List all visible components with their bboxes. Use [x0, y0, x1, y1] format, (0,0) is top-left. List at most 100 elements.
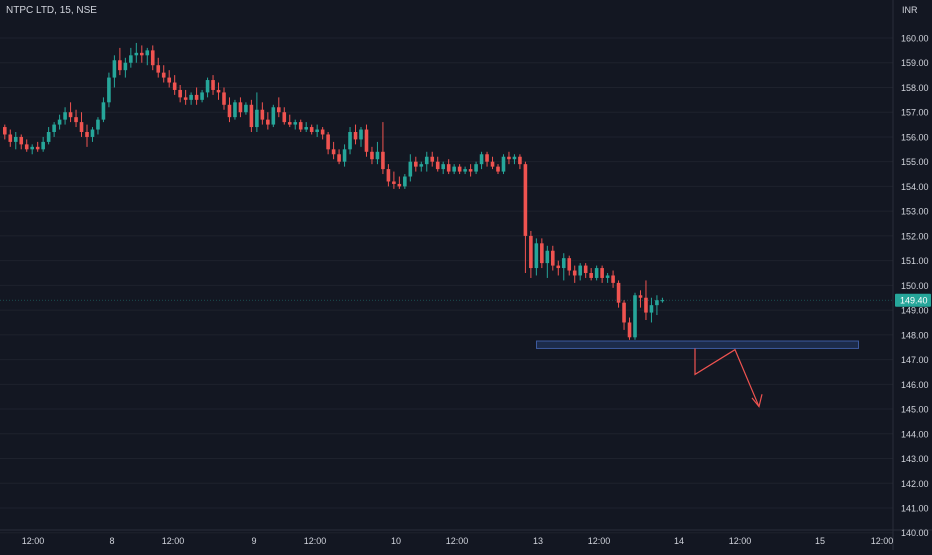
candle-body	[633, 295, 637, 338]
candle-body	[337, 154, 341, 162]
x-tick-label: 15	[815, 536, 825, 546]
candle-body	[375, 151, 380, 160]
candle-body	[178, 89, 182, 98]
candle-body	[118, 60, 122, 71]
y-tick-label: 152.00	[901, 231, 929, 241]
x-tick-label: 12:00	[871, 536, 894, 546]
candle-body	[370, 151, 374, 160]
candle-body	[452, 166, 456, 172]
candle-body	[501, 156, 506, 172]
candle-body	[523, 164, 528, 236]
candle-body	[331, 149, 336, 155]
candle-body	[342, 149, 347, 162]
candle-body	[74, 117, 78, 123]
candle-body	[545, 250, 550, 264]
candle-body	[381, 151, 385, 170]
y-tick-label: 143.00	[901, 454, 929, 464]
x-tick-label: 8	[109, 536, 114, 546]
x-tick-label: 12:00	[22, 536, 45, 546]
candle-body	[605, 275, 610, 278]
candle-body	[441, 164, 445, 170]
x-tick-label: 12:00	[729, 536, 752, 546]
candle-body	[474, 164, 478, 172]
y-tick-label: 160.00	[901, 34, 929, 44]
candle-body	[233, 102, 237, 118]
candle-body	[227, 104, 232, 118]
candle-body	[359, 129, 363, 140]
candle-body	[90, 129, 95, 137]
candle-body	[627, 322, 632, 338]
candle-body	[424, 156, 429, 165]
candle-body	[222, 92, 226, 105]
candle-body	[57, 119, 62, 125]
y-tick-label: 141.00	[901, 504, 929, 514]
candle-body	[140, 52, 144, 56]
y-tick-label: 159.00	[901, 58, 929, 68]
candle-body	[85, 132, 89, 137]
candle-body	[611, 275, 615, 283]
x-tick-label: 12:00	[446, 536, 469, 546]
candle-body	[3, 127, 7, 135]
candle-body	[298, 122, 303, 130]
y-tick-label: 156.00	[901, 132, 929, 142]
y-tick-label: 147.00	[901, 355, 929, 365]
candle-body	[655, 300, 659, 306]
candle-body	[63, 112, 67, 120]
y-tick-label: 153.00	[901, 207, 929, 217]
candle-body	[271, 107, 276, 125]
candle-body	[293, 122, 298, 125]
candle-body	[260, 109, 265, 120]
candle-body	[211, 80, 215, 90]
y-tick-label: 148.00	[901, 330, 929, 340]
last-price-label: 149.40	[900, 296, 928, 306]
candle-body	[353, 132, 358, 140]
candle-body	[583, 265, 588, 273]
candle-body	[156, 65, 161, 73]
candle-body	[183, 97, 188, 100]
y-tick-label: 144.00	[901, 429, 929, 439]
y-tick-label: 154.00	[901, 182, 929, 192]
projection-arrow-path	[694, 348, 760, 407]
candle-body	[129, 55, 133, 63]
candle-body	[468, 169, 473, 172]
candle-body	[364, 129, 369, 152]
y-tick-label: 142.00	[901, 479, 929, 489]
candle-body	[30, 146, 34, 150]
candle-body	[348, 132, 352, 150]
candle-body	[594, 268, 599, 278]
candle-body	[145, 50, 150, 56]
candle-body	[79, 122, 84, 132]
candle-body	[266, 119, 270, 125]
y-tick-label: 149.00	[901, 306, 929, 316]
candle-body	[282, 112, 287, 123]
candle-body	[457, 166, 462, 172]
candle-body	[403, 176, 407, 187]
candle-body	[41, 141, 45, 150]
candle-body	[150, 50, 155, 66]
candle-body	[134, 52, 139, 56]
candle-body	[287, 122, 292, 125]
candle-body	[244, 104, 248, 113]
candle-body	[326, 134, 330, 150]
candle-body	[512, 156, 517, 160]
candle-body	[397, 183, 402, 187]
candle-body	[392, 181, 396, 184]
candle-body	[485, 154, 489, 162]
y-tick-label: 155.00	[901, 157, 929, 167]
candle-body	[315, 129, 319, 132]
candle-body	[123, 62, 128, 71]
candle-body	[46, 132, 51, 142]
y-tick-label: 158.00	[901, 83, 929, 93]
candle-body	[112, 60, 117, 78]
candle-body	[649, 305, 654, 313]
candle-body	[600, 268, 604, 278]
x-tick-label: 14	[674, 536, 684, 546]
y-tick-label: 150.00	[901, 281, 929, 291]
candle-body	[8, 134, 13, 142]
candle-body	[35, 146, 40, 150]
candle-body	[255, 109, 259, 128]
candle-body	[189, 94, 193, 100]
candle-body	[518, 156, 522, 165]
